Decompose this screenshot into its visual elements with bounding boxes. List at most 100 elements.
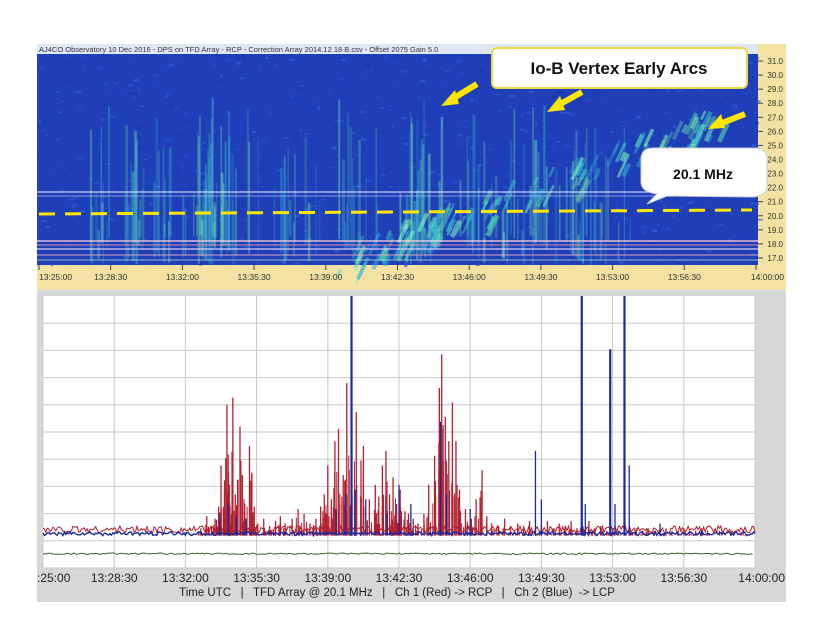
noise-speck <box>256 261 261 264</box>
noise-speck <box>635 120 640 123</box>
noise-speck <box>282 115 287 118</box>
arc-segment <box>688 119 701 141</box>
noise-speck <box>455 60 462 63</box>
burst-streak <box>565 166 568 243</box>
noise-speck <box>45 226 50 228</box>
noise-speck <box>120 157 125 160</box>
time-tick-label: 13:49:30 <box>524 272 557 282</box>
noise-speck <box>41 220 47 222</box>
noise-speck <box>459 69 463 72</box>
burst-streak <box>343 221 347 251</box>
arc-segment <box>593 168 601 181</box>
noise-speck <box>407 61 412 63</box>
noise-speck <box>149 239 155 242</box>
burst-streak <box>214 206 216 248</box>
noise-speck <box>211 65 218 67</box>
noise-speck <box>557 90 564 94</box>
noise-speck <box>743 91 748 95</box>
noise-speck <box>137 88 140 91</box>
noise-speck <box>75 90 82 93</box>
noise-speck <box>691 129 695 132</box>
noise-speck <box>286 249 289 251</box>
burst-streak <box>494 175 498 239</box>
noise-speck <box>641 149 646 151</box>
arc-segment <box>466 208 476 222</box>
noise-speck <box>239 199 246 203</box>
noise-speck <box>71 206 74 209</box>
time-tick-label: 13:42:30 <box>376 571 423 585</box>
burst-streak <box>577 234 581 259</box>
noise-speck <box>444 199 450 203</box>
noise-speck <box>77 72 81 75</box>
arc-segment <box>606 143 620 167</box>
noise-speck <box>172 76 177 79</box>
noise-speck <box>564 112 571 115</box>
burst-streak <box>231 153 234 261</box>
burst-streak <box>220 204 223 259</box>
noise-speck <box>641 107 645 109</box>
burst-streak <box>424 228 427 257</box>
noise-speck <box>253 162 256 166</box>
noise-speck <box>648 212 653 216</box>
burst-streak <box>164 179 166 237</box>
noise-speck <box>619 261 624 264</box>
noise-speck <box>137 212 142 214</box>
noise-speck <box>103 94 109 98</box>
arc-segment <box>461 214 473 234</box>
frequency-tick-label: 29.0 <box>767 85 783 94</box>
noise-speck <box>218 218 222 222</box>
noise-speck <box>265 56 269 59</box>
noise-speck <box>573 116 577 119</box>
burst-streak <box>257 136 260 256</box>
noise-speck <box>204 169 209 171</box>
arc-segment <box>334 268 343 280</box>
noise-speck <box>424 125 429 127</box>
burst-streak <box>106 219 108 250</box>
noise-speck <box>44 70 50 73</box>
noise-speck <box>591 207 595 209</box>
noise-speck <box>59 60 66 62</box>
noise-speck <box>102 102 105 104</box>
noise-speck <box>608 186 614 190</box>
noise-speck <box>523 221 526 223</box>
noise-speck <box>709 219 713 222</box>
noise-speck <box>465 62 468 65</box>
time-tick-label: 13:42:30 <box>381 272 414 282</box>
noise-speck <box>687 118 694 120</box>
noise-speck <box>240 147 244 150</box>
noise-speck <box>135 146 141 150</box>
noise-speck <box>469 146 474 149</box>
noise-speck <box>108 218 115 221</box>
burst-streak <box>304 136 307 246</box>
noise-speck <box>560 149 565 152</box>
noise-speck <box>479 226 486 228</box>
noise-speck <box>590 139 594 142</box>
noise-speck <box>581 261 586 265</box>
noise-speck <box>239 237 245 240</box>
burst-streak <box>505 202 508 248</box>
noise-speck <box>384 103 387 106</box>
noise-speck <box>437 134 442 138</box>
noise-speck <box>133 79 140 82</box>
series-baseline <box>42 552 753 556</box>
noise-speck <box>347 176 353 178</box>
arc-segment <box>700 110 707 121</box>
frequency-tick-label: 22.0 <box>767 184 783 193</box>
noise-speck <box>645 112 648 115</box>
noise-speck <box>756 100 761 103</box>
noise-speck <box>311 73 316 75</box>
noise-speck <box>719 223 723 225</box>
noise-speck <box>615 256 621 259</box>
noise-speck <box>181 165 185 167</box>
noise-speck <box>322 181 326 184</box>
noise-speck <box>299 87 306 90</box>
noise-speck <box>124 207 130 211</box>
arrow-icon <box>547 89 584 112</box>
noise-speck <box>642 102 647 105</box>
time-tick-label: 13:25:00 <box>39 272 72 282</box>
noise-speck <box>166 211 171 214</box>
noise-speck <box>588 108 594 110</box>
noise-speck <box>426 65 431 67</box>
noise-speck <box>511 159 515 162</box>
burst-streak <box>213 202 217 238</box>
